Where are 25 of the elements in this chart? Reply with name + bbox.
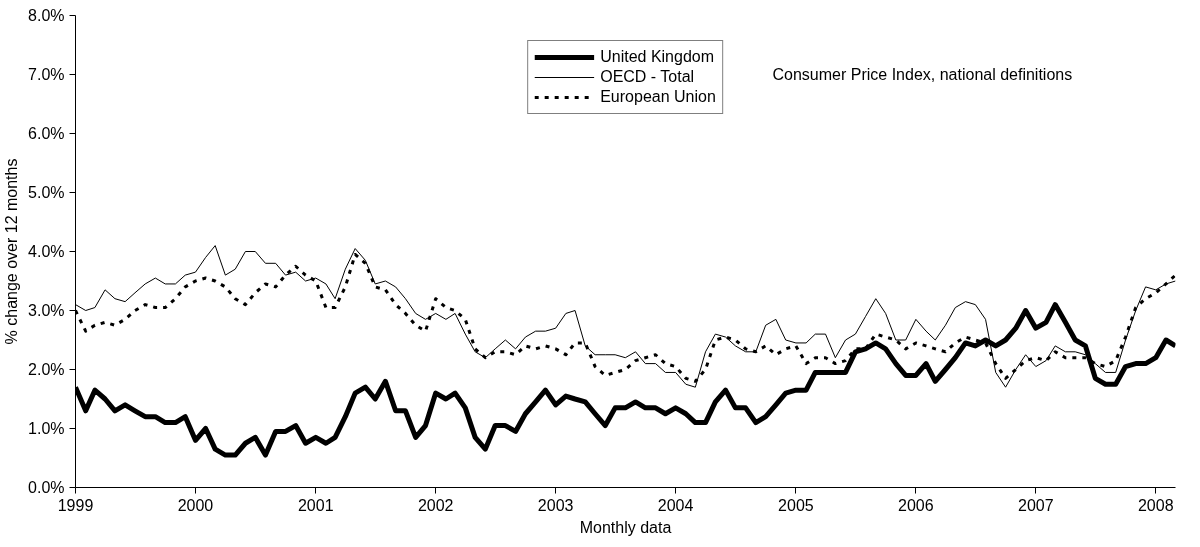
x-tick-label: 2001 xyxy=(297,496,334,514)
annotation: Consumer Price Index, national definitions xyxy=(772,65,1073,83)
x-axis-title: Monthly data xyxy=(579,518,672,536)
y-tick-label: 3.0% xyxy=(28,302,65,319)
x-tick-label: 1999 xyxy=(57,496,94,514)
x-tick-label: 2006 xyxy=(898,496,934,514)
x-tick-label: 2008 xyxy=(1137,496,1174,514)
x-tick-label: 2002 xyxy=(417,496,454,514)
y-tick-label: 4.0% xyxy=(28,243,65,260)
y-tick-label: 5.0% xyxy=(28,184,65,201)
x-tick-label: 2000 xyxy=(177,496,214,514)
y-tick-label: 1.0% xyxy=(28,420,65,437)
y-tick-label: 6.0% xyxy=(28,125,65,142)
legend-label: European Union xyxy=(600,87,716,107)
y-axis-title: % change over 12 months xyxy=(3,158,21,345)
y-tick-label: 7.0% xyxy=(28,66,65,83)
x-tick-label: 2004 xyxy=(657,496,694,514)
legend-label: United Kingdom xyxy=(600,47,715,67)
y-tick-label: 8.0% xyxy=(28,7,65,24)
legend-label: OECD - Total xyxy=(600,67,695,87)
x-tick-label: 2003 xyxy=(537,496,574,514)
y-tick-label: 0.0% xyxy=(28,479,65,496)
y-tick-label: 2.0% xyxy=(28,361,65,378)
x-tick-label: 2007 xyxy=(1018,496,1054,514)
x-tick-label: 2005 xyxy=(778,496,814,514)
